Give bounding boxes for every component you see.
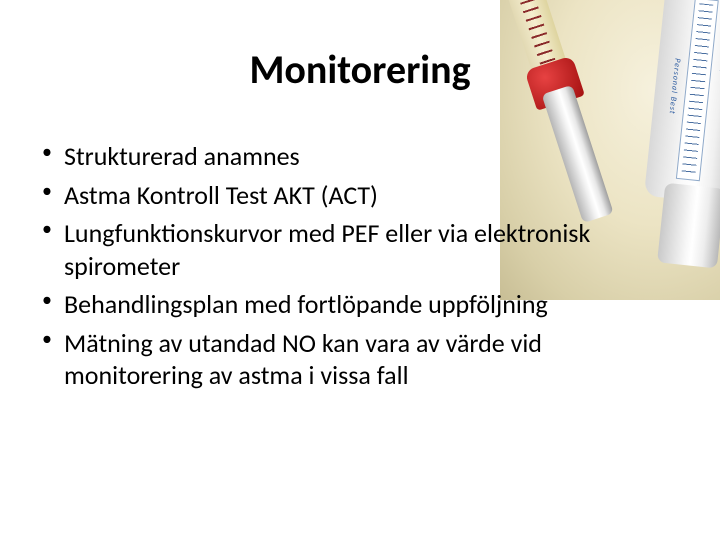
bullet-item: Behandlingsplan med fortlöpande uppföljn… [40,288,680,321]
bullet-item: Astma Kontroll Test AKT (ACT) [40,179,680,212]
slide-title: Monitorering [0,45,720,94]
bullet-list: Strukturerad anamnes Astma Kontroll Test… [40,140,680,398]
bullet-item: Strukturerad anamnes [40,140,680,173]
bullet-item: Lungfunktionskurvor med PEF eller via el… [40,217,680,282]
slide: Personal Best 375 350 325 300 275 250 22… [0,0,720,540]
bullet-item: Mätning av utandad NO kan vara av värde … [40,327,680,392]
